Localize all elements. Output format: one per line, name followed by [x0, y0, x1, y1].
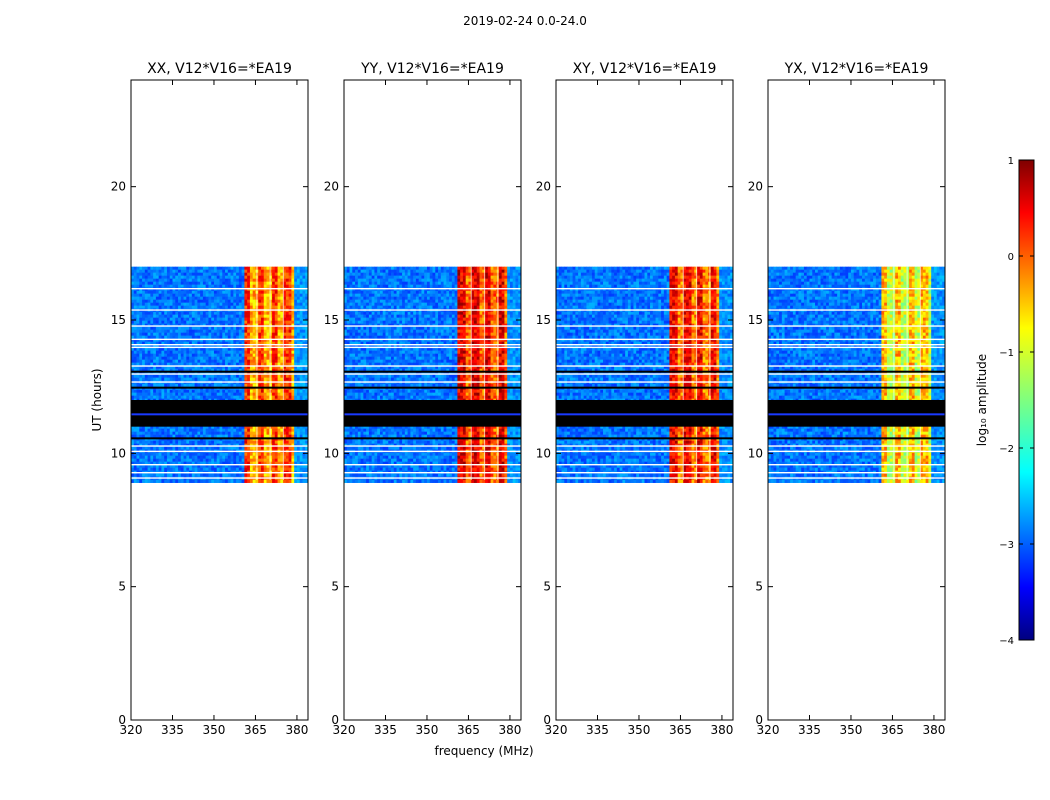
y-tick-label: 20 [324, 180, 339, 194]
y-tick-label: 5 [118, 580, 126, 594]
x-tick-label: 365 [244, 723, 267, 737]
x-tick-label: 365 [881, 723, 904, 737]
heatmap [131, 267, 308, 483]
colorbar-tick-label: 0 [1008, 252, 1014, 263]
colorbar-tick-label: −4 [999, 636, 1014, 647]
y-tick-label: 5 [543, 580, 551, 594]
x-tick-label: 350 [203, 723, 226, 737]
x-tick-label: 365 [669, 723, 692, 737]
flagged-block [344, 400, 521, 427]
colorbar-gradient [1019, 160, 1034, 640]
heatmap [768, 267, 945, 483]
panel-title: XY, V12*V16=*EA19 [573, 61, 717, 77]
x-tick-label: 380 [710, 723, 733, 737]
panel-title: YX, V12*V16=*EA19 [784, 61, 929, 77]
flagged-block [768, 400, 945, 427]
x-tick-label: 380 [922, 723, 945, 737]
y-tick-label: 0 [118, 713, 126, 727]
y-tick-label: 15 [111, 313, 126, 327]
colorbar: log₁₀ amplitude 1 0 −1 −2 −3 −4 [975, 156, 1034, 647]
y-tick-label: 15 [536, 313, 551, 327]
x-tick-label: 335 [161, 723, 184, 737]
heatmap [556, 267, 733, 483]
y-tick-label: 15 [324, 313, 339, 327]
x-tick-label: 350 [416, 723, 439, 737]
y-tick-label: 20 [111, 180, 126, 194]
y-tick-label: 10 [536, 446, 551, 460]
x-tick-label: 365 [457, 723, 480, 737]
heatmap [344, 267, 521, 483]
x-tick-label: 335 [374, 723, 397, 737]
y-tick-label: 0 [543, 713, 551, 727]
flagged-block [556, 400, 733, 427]
x-tick-label: 380 [285, 723, 308, 737]
panel-title: XX, V12*V16=*EA19 [147, 61, 292, 77]
y-tick-label: 10 [748, 446, 763, 460]
colorbar-label: log₁₀ amplitude [975, 354, 989, 446]
y-tick-label: 15 [748, 313, 763, 327]
panel-title: YY, V12*V16=*EA19 [360, 61, 504, 77]
x-axis-label: frequency (MHz) [434, 744, 533, 758]
colorbar-tick-label: −2 [999, 444, 1014, 455]
flagged-block [131, 400, 308, 427]
figure-canvas: XX, V12*V16=*EA19320 335 350 365 38005101520… [0, 0, 1050, 800]
colorbar-tick-label: 1 [1008, 156, 1014, 167]
y-tick-label: 20 [536, 180, 551, 194]
x-tick-label: 335 [586, 723, 609, 737]
x-tick-label: 335 [798, 723, 821, 737]
y-tick-label: 0 [331, 713, 339, 727]
colorbar-tick-label: −1 [999, 348, 1014, 359]
y-tick-label: 10 [111, 446, 126, 460]
colorbar-tick-label: −3 [999, 540, 1014, 551]
x-tick-label: 350 [628, 723, 651, 737]
x-tick-label: 350 [840, 723, 863, 737]
y-tick-label: 5 [331, 580, 339, 594]
y-tick-label: 20 [748, 180, 763, 194]
x-tick-label: 380 [498, 723, 521, 737]
y-tick-label: 0 [755, 713, 763, 727]
y-tick-label: 5 [755, 580, 763, 594]
y-tick-label: 10 [324, 446, 339, 460]
y-axis-label: UT (hours) [90, 368, 104, 431]
